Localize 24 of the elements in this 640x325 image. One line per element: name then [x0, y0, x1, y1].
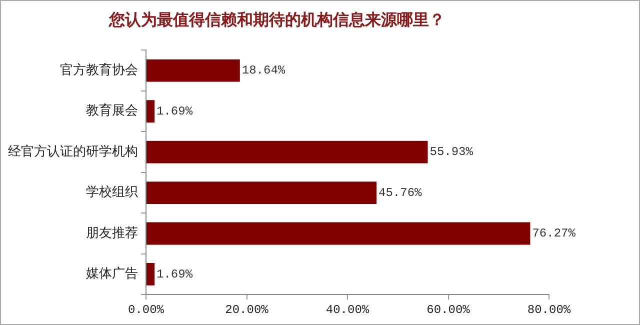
x-tick-label: 40.00%: [326, 302, 370, 317]
data-label: 1.69%: [156, 104, 194, 118]
data-label: 18.64%: [242, 64, 286, 78]
data-label: 55.93%: [430, 145, 474, 160]
x-tick-label: 80.00%: [527, 302, 572, 317]
chart-title: 您认为最值得信赖和期待的机构信息来源哪里？: [108, 10, 445, 29]
y-tick-label: 教育展会: [86, 102, 138, 119]
y-tick-label: 经官方认证的研学机构: [8, 143, 138, 160]
data-label: 76.27%: [532, 226, 576, 241]
bar: [146, 59, 240, 82]
data-label: 1.69%: [156, 267, 194, 282]
data-label: 45.76%: [378, 186, 423, 200]
bar: [146, 222, 530, 245]
x-tick-label: 0.00%: [128, 302, 165, 317]
bar: [146, 182, 377, 204]
y-tick-label: 官方教育协会: [60, 62, 138, 78]
x-tick-label: 60.00%: [426, 302, 471, 317]
bar: [146, 263, 155, 286]
y-tick-label: 朋友推荐: [86, 226, 138, 241]
x-tick-label: 20.00%: [225, 302, 270, 317]
y-tick-label: 学校组织: [86, 185, 138, 200]
bar: [146, 100, 155, 122]
bar: [146, 140, 428, 164]
y-tick-label: 媒体广告: [86, 266, 138, 282]
